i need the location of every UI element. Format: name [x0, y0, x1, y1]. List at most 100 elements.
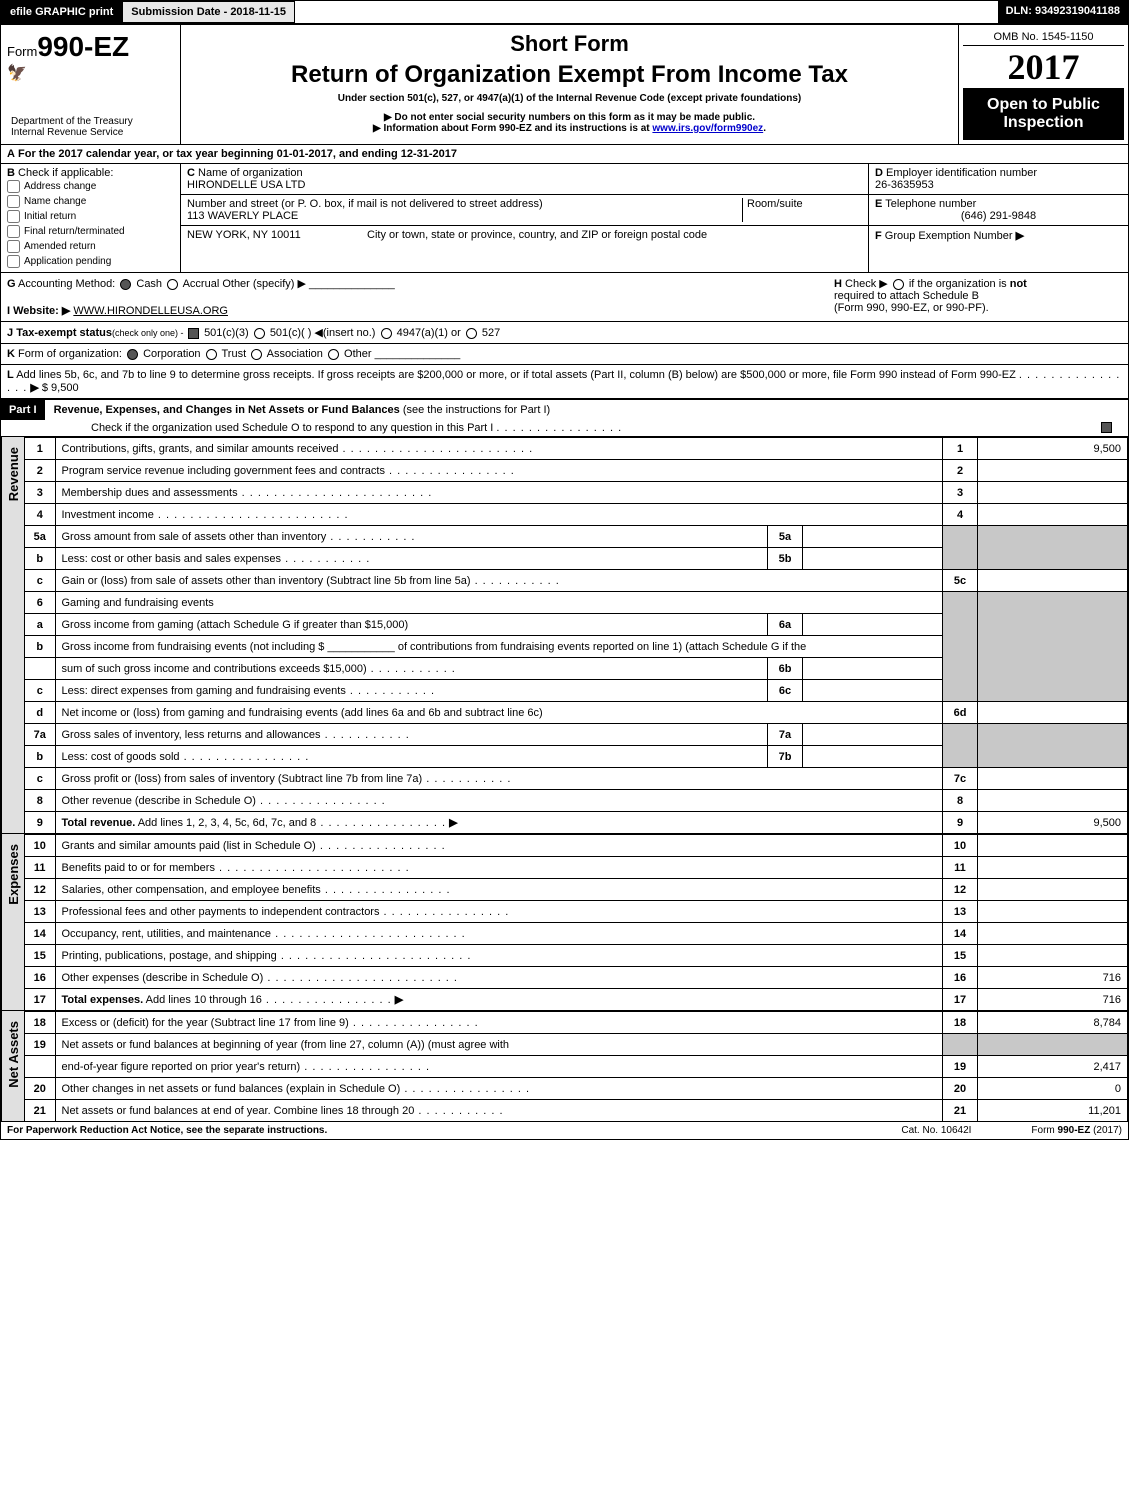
ein-value: 26-3635953	[875, 179, 1122, 191]
box-c-city: NEW YORK, NY 10011 City or town, state o…	[181, 226, 868, 244]
row17-num: 17	[25, 989, 55, 1011]
chk-name-change[interactable]: Name change	[7, 194, 174, 209]
row6c-desc: Less: direct expenses from gaming and fu…	[62, 685, 346, 697]
row2-desc: Program service revenue including govern…	[62, 465, 385, 477]
row7a-num: 7a	[25, 724, 55, 746]
form-prefix: Form	[7, 44, 37, 59]
row9-ln: 9	[943, 812, 978, 834]
opt-cash: Cash	[136, 278, 162, 290]
row7b-desc: Less: cost of goods sold	[62, 751, 180, 763]
label-i: I	[7, 305, 10, 317]
chk-application-pending[interactable]: Application pending	[7, 254, 174, 269]
row13-num: 13	[25, 901, 55, 923]
website-label: Website: ▶	[13, 305, 70, 317]
ein-label: Employer identification number	[886, 167, 1037, 179]
row6c-mv	[803, 680, 943, 702]
radio-assoc[interactable]	[251, 349, 262, 360]
row6c-mn: 6c	[768, 680, 803, 702]
dots	[256, 795, 386, 807]
radio-h[interactable]	[893, 279, 904, 290]
chk-amended-return[interactable]: Amended return	[7, 239, 174, 254]
radio-trust[interactable]	[206, 349, 217, 360]
row1-val: 9,500	[978, 438, 1128, 460]
radio-accrual[interactable]	[167, 279, 178, 290]
dots	[277, 950, 472, 962]
dots	[346, 685, 435, 697]
netassets-side-text: Net Assets	[4, 1011, 23, 1098]
dept-line1: Department of the Treasury	[11, 116, 133, 127]
chk-schedule-o[interactable]	[1101, 422, 1112, 433]
line-a-text: For the 2017 calendar year, or tax year …	[18, 148, 457, 160]
dept-line2: Internal Revenue Service	[11, 127, 133, 138]
row10-val	[978, 835, 1128, 857]
row18-val: 8,784	[978, 1012, 1128, 1034]
row15-ln: 15	[943, 945, 978, 967]
row16-val: 716	[978, 967, 1128, 989]
row12-num: 12	[25, 879, 55, 901]
website-link[interactable]: WWW.HIRONDELLEUSA.ORG	[73, 305, 228, 317]
row5c-val	[978, 570, 1128, 592]
row20-ln: 20	[943, 1078, 978, 1100]
row8-num: 8	[25, 790, 55, 812]
dots	[215, 862, 410, 874]
revenue-side-label: Revenue	[1, 437, 25, 834]
netassets-table: 18 Excess or (deficit) for the year (Subt…	[25, 1011, 1128, 1122]
row18-desc: Excess or (deficit) for the year (Subtra…	[62, 1017, 349, 1029]
row18-num: 18	[25, 1012, 55, 1034]
expenses-section: Expenses 10Grants and similar amounts pa…	[1, 834, 1128, 1011]
row2-ln: 2	[943, 460, 978, 482]
efile-print-button[interactable]: efile GRAPHIC print	[1, 1, 122, 23]
radio-501c[interactable]	[254, 328, 265, 339]
j-title: Tax-exempt status	[16, 327, 112, 339]
grey-cell	[978, 526, 1128, 570]
radio-corp[interactable]	[127, 349, 138, 360]
row17-arrow: ▶	[395, 994, 403, 1006]
accounting-method-label: Accounting Method:	[18, 278, 115, 290]
city-value: NEW YORK, NY 10011	[187, 229, 367, 241]
chk-application-pending-label: Application pending	[24, 256, 111, 267]
row7c-val	[978, 768, 1128, 790]
part1-check-line: Check if the organization used Schedule …	[1, 420, 1128, 436]
footer-right-post: (2017)	[1090, 1125, 1122, 1136]
l-value: $ 9,500	[42, 382, 79, 394]
grey-cell	[943, 1034, 978, 1056]
radio-cash[interactable]	[120, 279, 131, 290]
dots	[271, 928, 466, 940]
row19b-num	[25, 1056, 55, 1078]
row6a-mv	[803, 614, 943, 636]
chk-address-change[interactable]: Address change	[7, 179, 174, 194]
box-d: D Employer identification number 26-3635…	[869, 164, 1128, 195]
chk-initial-return[interactable]: Initial return	[7, 209, 174, 224]
row21-desc: Net assets or fund balances at end of ye…	[62, 1105, 415, 1117]
chk-final-return[interactable]: Final return/terminated	[7, 224, 174, 239]
boxes-bcdef: B Check if applicable: Address change Na…	[1, 164, 1128, 273]
h-text4: (Form 990, 990-EZ, or 990-PF).	[834, 302, 1122, 314]
label-e: E	[875, 198, 882, 210]
grey-cell	[943, 592, 978, 702]
line-k: K Form of organization: Corporation Trus…	[1, 344, 1128, 365]
row11-val	[978, 857, 1128, 879]
radio-other-org[interactable]	[328, 349, 339, 360]
part1-label: Part I	[1, 400, 45, 420]
chk-501c3[interactable]	[188, 328, 199, 339]
row7b-mn: 7b	[768, 746, 803, 768]
row7a-desc: Gross sales of inventory, less returns a…	[62, 729, 321, 741]
row5b-desc: Less: cost or other basis and sales expe…	[62, 553, 282, 565]
row9-desc2: Add lines 1, 2, 3, 4, 5c, 6d, 7c, and 8	[135, 817, 316, 829]
irs-link[interactable]: www.irs.gov/form990ez	[652, 123, 763, 134]
tax-year-begin: 01-01-2017	[277, 148, 333, 160]
row6b2-mv	[803, 658, 943, 680]
row6b-num: b	[25, 636, 55, 658]
dots	[281, 553, 370, 565]
radio-527[interactable]	[466, 328, 477, 339]
j-sub: (check only one) -	[112, 328, 186, 338]
row15-num: 15	[25, 945, 55, 967]
radio-4947[interactable]	[381, 328, 392, 339]
line-h: H Check ▶ if the organization is not req…	[828, 273, 1128, 321]
row6b1-desc: Gross income from fundraising events (no…	[62, 641, 325, 653]
footer-right-form: 990-EZ	[1058, 1125, 1091, 1136]
row6d-ln: 6d	[943, 702, 978, 724]
row3-num: 3	[25, 482, 55, 504]
row6b2-num	[25, 658, 55, 680]
row15-val	[978, 945, 1128, 967]
